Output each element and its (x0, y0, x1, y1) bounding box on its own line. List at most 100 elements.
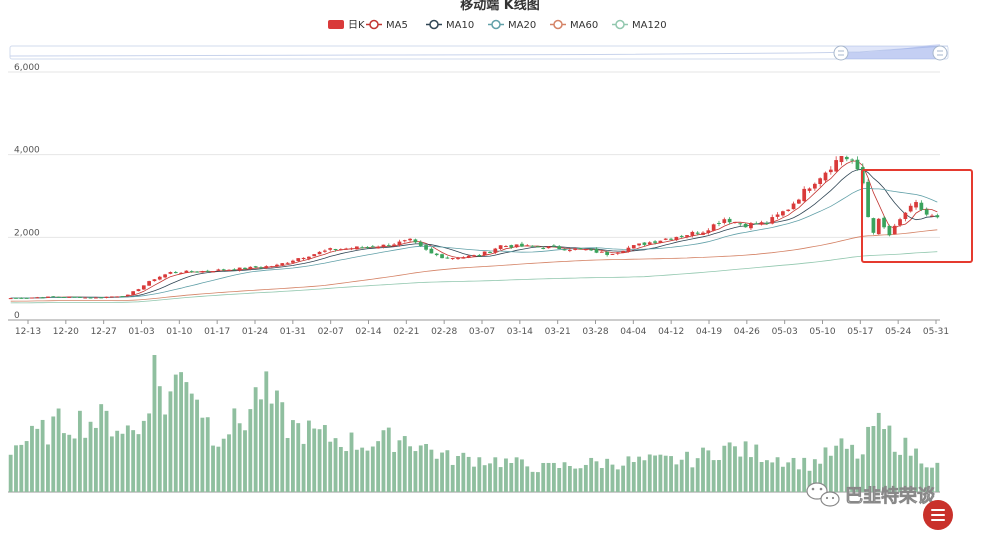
volume-bar (200, 417, 205, 492)
legend-label: MA120 (632, 20, 667, 31)
volume-bar (136, 434, 141, 492)
volume-bar (376, 441, 381, 492)
volume-bar (546, 462, 551, 492)
volume-bar (535, 472, 540, 492)
candle (338, 248, 343, 251)
volume-bar (152, 355, 157, 492)
candle (418, 240, 423, 247)
data-zoom-slider[interactable] (9, 44, 949, 61)
volume-bar (445, 450, 450, 492)
volume-bar (930, 467, 934, 492)
volume-bar (147, 413, 152, 492)
ma5-line (10, 160, 938, 299)
menu-button[interactable] (923, 500, 953, 530)
candle (733, 221, 737, 224)
candle (498, 245, 503, 250)
volume-bar (408, 446, 413, 492)
volume-bar (285, 437, 290, 492)
candle (275, 263, 279, 268)
volume-bar (898, 454, 902, 492)
legend-item-ma120[interactable]: MA120 (612, 19, 667, 31)
volume-bar (642, 460, 647, 492)
candle (280, 263, 285, 267)
legend-label: MA5 (386, 20, 408, 31)
volume-bar (770, 462, 775, 492)
legend-label: 日K (348, 20, 365, 31)
volume-bar (711, 460, 716, 492)
legend-label: MA60 (570, 20, 598, 31)
candle (567, 248, 572, 253)
volume-bar (131, 430, 136, 492)
data-zoom-preview-line (9, 45, 949, 57)
candlestick-series (8, 155, 940, 300)
volume-bar (834, 445, 839, 492)
candle (727, 217, 732, 225)
volume-bar (727, 442, 732, 492)
candle (669, 237, 673, 241)
candle (488, 251, 492, 253)
volume-bar (818, 463, 823, 492)
legend-item-ma10[interactable]: MA10 (426, 19, 474, 31)
candle (770, 214, 775, 225)
volume-bar (189, 393, 194, 492)
volume-bar (179, 372, 184, 492)
volume-bar (866, 426, 871, 492)
volume-bar (440, 452, 444, 492)
volume-bar (99, 404, 104, 492)
data-zoom-left-handle[interactable] (833, 45, 849, 61)
volume-bar (46, 444, 50, 492)
legend-item-日k[interactable]: 日K (328, 20, 365, 31)
volume-bar (349, 432, 354, 492)
candle (786, 209, 791, 212)
volume-bar (599, 467, 604, 492)
data-zoom-selected-range[interactable] (840, 46, 940, 59)
candle (882, 215, 886, 229)
legend-item-ma20[interactable]: MA20 (488, 19, 536, 31)
volume-bar (56, 408, 61, 492)
y-tick-label: 2,000 (14, 228, 40, 238)
volume-bar (701, 447, 705, 492)
candle (227, 269, 231, 272)
legend-item-ma60[interactable]: MA60 (550, 19, 598, 31)
volume-bar (807, 470, 812, 492)
candle (115, 296, 120, 298)
candle (812, 182, 817, 191)
candle (615, 251, 620, 256)
volume-bar (237, 423, 242, 492)
volume-bar (125, 425, 130, 492)
x-tick-label: 01-03 (128, 327, 154, 337)
volume-bar (557, 467, 562, 492)
candle (781, 210, 785, 217)
candle (62, 296, 66, 298)
candle (844, 155, 849, 162)
watermark-text: 巴韭特荣谈 (845, 485, 936, 507)
candle (743, 223, 748, 228)
candle (706, 228, 711, 235)
volume-bar (275, 390, 279, 492)
candle (99, 297, 104, 299)
volume-bar (77, 410, 82, 492)
x-tick-label: 03-07 (469, 327, 495, 337)
candle (285, 262, 290, 264)
volume-bar (418, 445, 423, 492)
candle (541, 246, 546, 250)
candle (711, 223, 716, 232)
ma20-line (10, 187, 938, 299)
volume-bar (461, 452, 466, 492)
x-tick-label: 04-19 (696, 327, 722, 337)
legend-item-ma5[interactable]: MA5 (366, 19, 408, 31)
candle (397, 239, 402, 247)
chart-legend[interactable]: 日K MA5 MA10 MA20 MA60 MA120 (328, 19, 667, 31)
volume-bar (168, 391, 173, 492)
volume-bar (935, 462, 940, 492)
candle (530, 245, 535, 247)
volume-bar (227, 434, 231, 492)
candle (221, 268, 226, 271)
data-zoom-right-handle[interactable] (932, 45, 948, 61)
candle (546, 246, 551, 249)
wechat-icon (806, 482, 840, 507)
candle (749, 221, 753, 230)
volume-bar (530, 471, 535, 492)
volume-bar (30, 425, 34, 492)
